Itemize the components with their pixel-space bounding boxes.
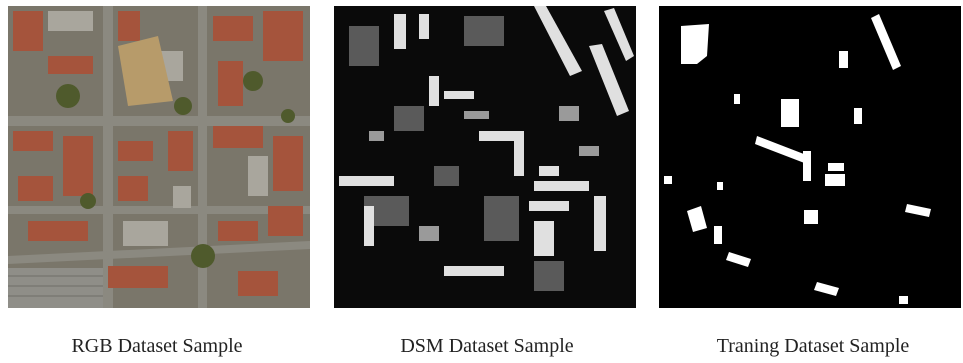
- training-mask-image: [659, 6, 961, 308]
- dsm-image-graphic: [334, 6, 636, 308]
- rgb-caption: RGB Dataset Sample: [71, 335, 243, 357]
- dsm-image: [334, 6, 636, 308]
- training-mask-graphic: [659, 6, 961, 308]
- training-caption: Traning Dataset Sample: [716, 335, 910, 357]
- rgb-aerial-image-graphic: [8, 6, 310, 308]
- dsm-caption: DSM Dataset Sample: [400, 335, 574, 357]
- rgb-aerial-image: [8, 6, 310, 308]
